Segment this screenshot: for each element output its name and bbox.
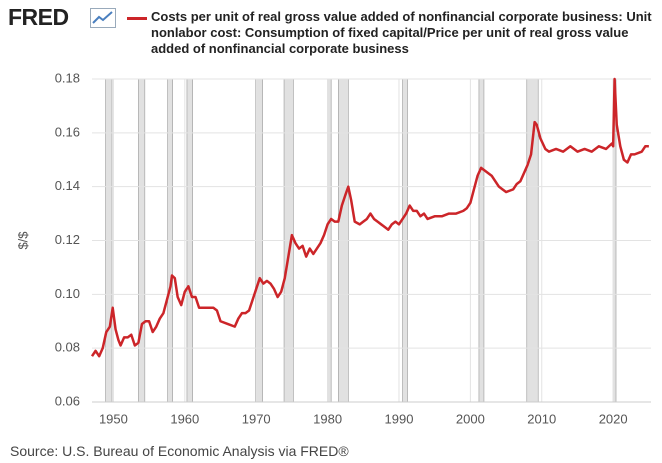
y-tick-label: 0.06 <box>55 393 80 408</box>
legend-label: Costs per unit of real gross value added… <box>151 9 652 56</box>
y-tick-label: 0.10 <box>55 286 80 301</box>
y-tick-label: 0.18 <box>55 70 80 85</box>
logo: FRED <box>8 4 69 30</box>
x-tick-label: 1950 <box>99 411 128 426</box>
x-tick-label: 2000 <box>456 411 485 426</box>
logo-icon <box>90 8 116 28</box>
y-tick-label: 0.08 <box>55 340 80 355</box>
x-tick-label: 1990 <box>385 411 414 426</box>
legend-swatch <box>127 17 147 20</box>
logo-icon-line <box>92 11 113 24</box>
y-axis-label: $/$ <box>15 231 30 250</box>
x-tick-label: 1970 <box>242 411 271 426</box>
y-tick-label: 0.14 <box>55 178 80 193</box>
x-tick-label: 1960 <box>170 411 199 426</box>
x-tick-label: 1980 <box>313 411 342 426</box>
x-tick-label: 2020 <box>599 411 628 426</box>
y-tick-label: 0.16 <box>55 124 80 139</box>
source: Source: U.S. Bureau of Economic Analysis… <box>10 443 349 459</box>
x-tick-label: 2010 <box>527 411 556 426</box>
data-line <box>90 77 649 358</box>
y-tick-label: 0.12 <box>55 232 80 247</box>
